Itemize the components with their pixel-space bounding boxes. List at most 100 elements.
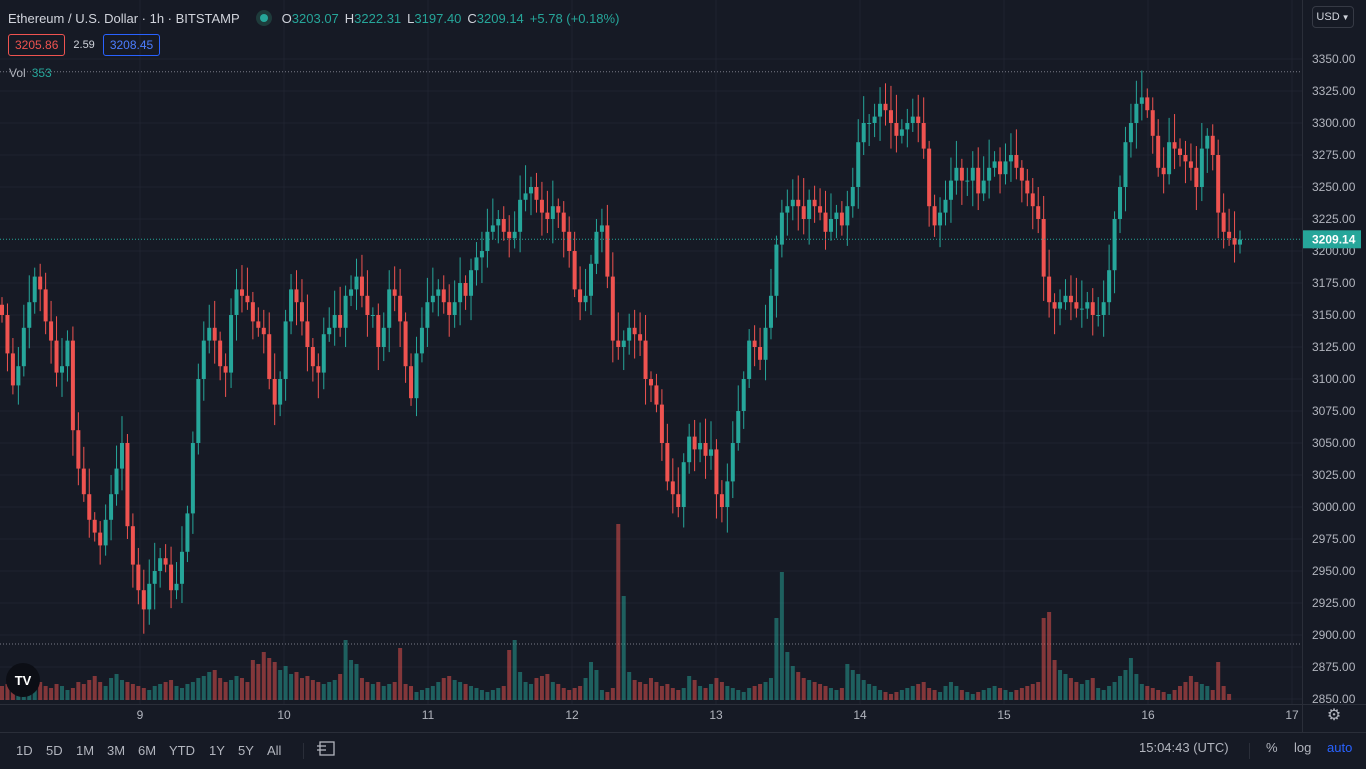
candle-body bbox=[850, 187, 855, 207]
volume-bar bbox=[501, 686, 506, 700]
tradingview-logo[interactable]: TV bbox=[6, 663, 40, 697]
time-axis[interactable]: 9 10 11 12 13 14 15 16 17 bbox=[137, 708, 1299, 722]
candle-body bbox=[948, 180, 953, 200]
range-1d-button[interactable]: 1D bbox=[16, 743, 33, 758]
volume-bar bbox=[414, 692, 419, 700]
volume-bar bbox=[834, 690, 839, 700]
candle-body bbox=[583, 295, 588, 303]
price-chart[interactable]: 3350.00 3325.00 3300.00 3275.00 3250.00 3225.… bbox=[0, 0, 1366, 732]
volume-bar bbox=[136, 686, 141, 700]
currency-selector[interactable]: USD ▼ bbox=[1312, 6, 1354, 28]
candle-body bbox=[5, 315, 10, 354]
range-1y-button[interactable]: 1Y bbox=[209, 743, 225, 758]
candle-body bbox=[381, 327, 386, 347]
volume-bar bbox=[250, 660, 255, 700]
settings-gear-icon[interactable]: ⚙ bbox=[1326, 707, 1342, 724]
current-price-tag bbox=[1303, 230, 1361, 249]
symbol-title[interactable]: Ethereum / U.S. Dollar · 1h · BITSTAMP bbox=[8, 10, 240, 26]
volume-bar bbox=[403, 684, 408, 700]
volume-bar bbox=[512, 640, 517, 700]
candle-body bbox=[103, 519, 108, 546]
volume-bar bbox=[103, 686, 108, 700]
volume-bar bbox=[752, 686, 757, 700]
candle-body bbox=[223, 366, 228, 373]
percent-scale-toggle[interactable]: % bbox=[1266, 740, 1278, 755]
range-5d-button[interactable]: 5D bbox=[46, 743, 63, 758]
candle-body bbox=[1183, 155, 1188, 162]
volume-bar bbox=[965, 692, 970, 700]
log-scale-toggle[interactable]: log bbox=[1294, 740, 1312, 755]
volume-bar bbox=[359, 678, 364, 700]
candle-body bbox=[289, 289, 294, 322]
volume-bar bbox=[381, 686, 386, 700]
price-axis-label: 3150.00 bbox=[1312, 308, 1356, 322]
candle-body bbox=[441, 289, 446, 303]
candle-body bbox=[256, 321, 261, 328]
candle-body bbox=[469, 270, 474, 296]
volume-bar bbox=[730, 688, 735, 700]
change-value: +5.78 (+0.18%) bbox=[529, 10, 620, 26]
volume-legend[interactable]: Vol 353 bbox=[9, 66, 52, 80]
volume-bar bbox=[267, 658, 272, 700]
volume-bar bbox=[578, 686, 583, 700]
candle-body bbox=[943, 199, 948, 213]
candle-body bbox=[714, 449, 719, 495]
time-axis-label: 13 bbox=[709, 708, 723, 722]
auto-scale-toggle[interactable]: auto bbox=[1327, 740, 1353, 755]
volume-bar bbox=[169, 680, 174, 700]
volume-bar bbox=[692, 680, 697, 700]
volume-bar bbox=[998, 688, 1003, 700]
volume-bar bbox=[507, 650, 512, 700]
range-5y-button[interactable]: 5Y bbox=[238, 743, 254, 758]
candle-body bbox=[1210, 135, 1215, 155]
volume-bar bbox=[648, 678, 653, 700]
high-label: H bbox=[344, 10, 355, 26]
market-status-icon[interactable] bbox=[255, 10, 272, 26]
price-axis-label: 2850.00 bbox=[1312, 692, 1356, 706]
candle-body bbox=[316, 366, 321, 373]
symbol-legend: Ethereum / U.S. Dollar · 1h · BITSTAMP O… bbox=[8, 9, 625, 27]
high-value: 3222.31 bbox=[354, 10, 402, 26]
range-6m-button[interactable]: 6M bbox=[138, 743, 157, 758]
volume-bar bbox=[261, 652, 266, 700]
volume-bar bbox=[1019, 688, 1024, 700]
buy-price-button[interactable]: 3208.45 bbox=[102, 34, 161, 56]
utc-clock[interactable]: 15:04:43 (UTC) bbox=[1139, 740, 1229, 755]
candle-body bbox=[1221, 212, 1226, 232]
candle-body bbox=[708, 449, 713, 456]
candle-body bbox=[1112, 219, 1117, 271]
range-3m-button[interactable]: 3M bbox=[107, 743, 126, 758]
volume-bar bbox=[229, 680, 234, 700]
compare-icon[interactable] bbox=[316, 740, 336, 758]
volume-bar bbox=[114, 674, 119, 700]
toolbar-divider bbox=[1249, 743, 1250, 759]
candle-body bbox=[1199, 148, 1204, 187]
range-1m-button[interactable]: 1M bbox=[76, 743, 95, 758]
candle-body bbox=[43, 289, 48, 322]
volume-bar bbox=[430, 686, 435, 700]
sell-price-button[interactable]: 3205.86 bbox=[8, 34, 66, 56]
volume-bar bbox=[283, 666, 288, 700]
range-ytd-button[interactable]: YTD bbox=[169, 743, 195, 758]
volume-bar bbox=[294, 672, 299, 700]
volume-bar bbox=[1227, 694, 1232, 700]
volume-bar bbox=[436, 682, 441, 700]
candle-body bbox=[1003, 161, 1008, 175]
range-all-button[interactable]: All bbox=[267, 743, 282, 758]
candle-body bbox=[32, 276, 37, 303]
volume-bar bbox=[1118, 676, 1123, 700]
candle-body bbox=[725, 481, 730, 507]
volume-bar bbox=[616, 524, 621, 700]
candle-body bbox=[349, 289, 354, 296]
price-axis[interactable]: 3350.00 3325.00 3300.00 3275.00 3250.00 3225.… bbox=[1312, 52, 1356, 706]
candle-body bbox=[599, 225, 604, 232]
candle-body bbox=[447, 302, 452, 315]
candle-body bbox=[692, 436, 697, 450]
volume-bar bbox=[1205, 686, 1210, 700]
candle-body bbox=[529, 187, 534, 194]
currency-label: USD bbox=[1316, 11, 1340, 23]
candle-body bbox=[741, 379, 746, 411]
volume-bar bbox=[245, 682, 250, 700]
candle-body bbox=[1085, 302, 1090, 309]
volume-bar bbox=[708, 684, 713, 700]
